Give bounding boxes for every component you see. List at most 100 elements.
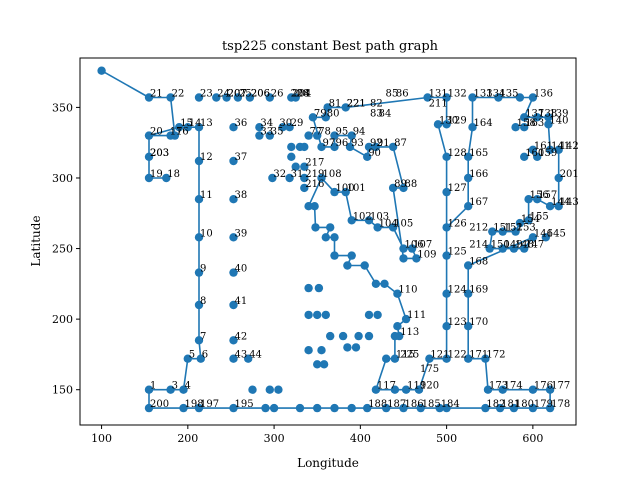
city-point [433, 120, 443, 129]
city-label: 151 [493, 223, 512, 234]
city-point [233, 93, 243, 102]
city-point [300, 162, 309, 171]
city-label: 80 [327, 108, 340, 119]
city-label: 95 [336, 127, 349, 138]
y-axis: 150 200 250 300 350 [52, 101, 80, 397]
city-point [144, 131, 154, 140]
city-label: 179 [534, 399, 553, 410]
city-label: 188 [368, 399, 387, 410]
city-point [194, 300, 204, 310]
city-point [347, 403, 356, 413]
city-label: 195 [235, 399, 254, 410]
city-point [341, 103, 350, 112]
city-label: 221 [347, 98, 366, 109]
city-label: 78 [318, 127, 331, 138]
city-label: 87 [394, 138, 407, 149]
city-label: 108 [323, 169, 342, 180]
city-point [304, 283, 313, 293]
city-point [464, 202, 473, 211]
city-point [97, 66, 106, 75]
city-point [162, 173, 171, 183]
city-label: 36 [235, 118, 248, 129]
city-label: 4 [185, 381, 191, 392]
city-label: 180 [515, 399, 534, 410]
city-label: 131 [429, 89, 448, 100]
city-point [175, 123, 184, 132]
city-label: 145 [547, 228, 566, 239]
city-label: 106 [405, 240, 424, 251]
city-point [268, 173, 277, 183]
city-point [371, 142, 381, 152]
city-label: 14 [189, 118, 202, 129]
chart-title: tsp225 constant Best path graph [222, 39, 439, 54]
city-point [363, 152, 372, 161]
city-label: 91 [377, 138, 390, 149]
city-label: 85 [386, 89, 399, 100]
city-label: 206 [251, 89, 270, 100]
city-point [265, 93, 274, 102]
city-point [194, 156, 204, 166]
city-label: 15 [180, 118, 193, 129]
city-point [515, 93, 525, 102]
city-point [194, 268, 204, 277]
city-point [495, 403, 505, 413]
city-label: 182 [486, 399, 505, 410]
city-point [382, 403, 391, 413]
city-point [311, 223, 320, 232]
city-point [274, 385, 283, 394]
city-point [229, 233, 238, 242]
city-point [393, 289, 402, 298]
city-point [483, 385, 493, 394]
city-label: 13 [200, 118, 213, 129]
x-tick-label: 400 [350, 432, 371, 445]
city-label: 163 [525, 118, 544, 129]
city-label: 16 [176, 127, 189, 138]
city-point [330, 233, 339, 242]
city-label: 19 [150, 169, 163, 180]
city-point [338, 331, 348, 341]
city-label: 200 [150, 399, 169, 410]
city-point [265, 131, 274, 140]
city-point [222, 93, 231, 102]
city-point [520, 123, 529, 132]
plot-frame [79, 57, 577, 426]
city-label: 173 [489, 381, 508, 392]
city-label: 130 [439, 115, 458, 126]
city-point [363, 403, 372, 413]
city-point [423, 93, 432, 102]
city-point [317, 173, 326, 183]
city-label: 17 [170, 127, 183, 138]
city-label: 211 [429, 98, 448, 109]
city-point [371, 385, 381, 394]
city-point [194, 93, 204, 102]
city-label: 177 [551, 381, 570, 392]
city-label: 134 [486, 89, 505, 100]
city-point [317, 346, 326, 355]
city-point [481, 354, 490, 363]
city-label: 102 [353, 211, 372, 222]
city-label: 90 [368, 148, 381, 159]
city-point [278, 123, 287, 132]
city-point [166, 93, 175, 102]
city-point [442, 289, 451, 298]
city-point [414, 385, 424, 394]
city-label: 18 [167, 169, 180, 180]
city-label: 28 [297, 89, 310, 100]
city-point [354, 331, 363, 341]
city-point [183, 354, 192, 363]
city-point [229, 156, 238, 166]
city-label: 159 [538, 148, 557, 159]
city-label: 40 [235, 264, 248, 275]
city-point [464, 261, 473, 270]
city-label: 166 [469, 169, 488, 180]
city-label: 30 [279, 118, 292, 129]
city-label: 185 [422, 399, 441, 410]
city-point [304, 346, 313, 355]
city-label: 207 [228, 89, 247, 100]
city-point [245, 93, 255, 102]
city-point [244, 354, 253, 363]
city-point [442, 403, 451, 413]
city-point [399, 183, 408, 193]
city-label: 172 [486, 350, 505, 361]
city-label: 123 [448, 317, 467, 328]
